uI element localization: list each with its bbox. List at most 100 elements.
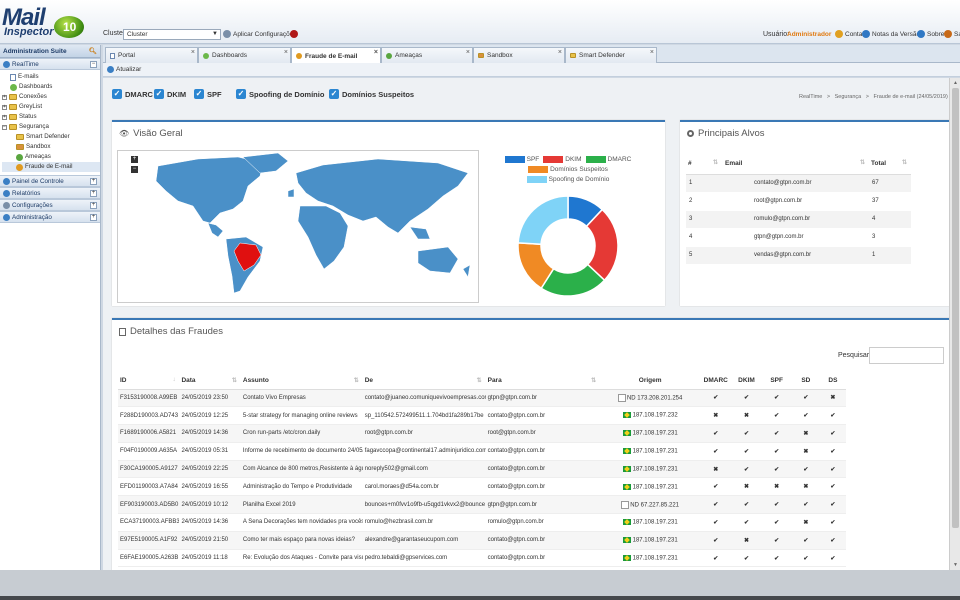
tree-item-conexoes[interactable]: + Conexões bbox=[2, 93, 47, 100]
close-icon[interactable]: × bbox=[373, 49, 378, 56]
col-dkim[interactable]: DKIM bbox=[731, 372, 762, 390]
table-row[interactable]: ECA37190003.AFBB3 24/05/2019 14:36 A Sena … bbox=[118, 513, 846, 532]
sidebar-section-realtime[interactable]: RealTime − bbox=[0, 58, 100, 70]
table-row[interactable]: 2 root@gtpn.com.br 37 bbox=[686, 192, 911, 211]
refresh-button[interactable]: Atualizar bbox=[107, 66, 141, 73]
tree-item-seguranca[interactable]: − Segurança bbox=[2, 123, 49, 130]
total-cell: 67 bbox=[869, 174, 911, 193]
table-row[interactable]: E6FAE190005.A263B 24/05/2019 11:18 Re: Evo… bbox=[118, 549, 846, 568]
col-assunto[interactable]: Assunto ⇅ bbox=[240, 372, 363, 390]
tab-dashboards[interactable]: Dashboards × bbox=[198, 47, 291, 63]
scroll-thumb[interactable] bbox=[952, 88, 959, 528]
filter-dominios-suspeitos[interactable]: ✓ Domínios Suspeitos bbox=[329, 89, 415, 99]
user-name-link[interactable]: Administrador bbox=[787, 31, 832, 38]
filter-spoofing[interactable]: ✓ Spoofing de Domínio bbox=[236, 89, 325, 99]
filter-spf[interactable]: ✓ SPF bbox=[194, 89, 222, 99]
tree-item-greylist[interactable]: + GreyList bbox=[2, 103, 43, 110]
cross-icon: ✖ bbox=[791, 442, 820, 461]
table-row[interactable]: E97E5190005.A1F92 24/05/2019 21:50 Como te… bbox=[118, 531, 846, 550]
col-id[interactable]: ID ↓ bbox=[118, 372, 180, 390]
col-ds[interactable]: DS bbox=[819, 372, 846, 390]
table-row[interactable]: F288D190003.AD743 24/05/2019 12:25 5-star … bbox=[118, 406, 846, 426]
eye-icon: 👁︎ bbox=[119, 129, 130, 138]
col-email[interactable]: Email ⇅ bbox=[722, 154, 869, 175]
top-targets-table: # ⇅ Email ⇅ Total ⇅ 1 contato@gtpn.com.br 67 2… bbox=[686, 154, 911, 265]
sidebar-section-painel[interactable]: Painel de Controle + bbox=[0, 175, 100, 187]
check-icon: ✔ bbox=[731, 513, 762, 532]
tree-item-fraude-email[interactable]: Fraude de E-mail bbox=[2, 162, 100, 172]
table-row[interactable]: F1689190006.A5821 24/05/2019 14:36 Cron ru… bbox=[118, 424, 846, 443]
col-rank[interactable]: # ⇅ bbox=[686, 154, 722, 175]
document-icon bbox=[119, 327, 126, 336]
close-icon[interactable]: × bbox=[283, 49, 288, 56]
close-icon[interactable]: × bbox=[557, 49, 562, 56]
table-row[interactable]: 1 contato@gtpn.com.br 67 bbox=[686, 174, 911, 193]
legend-item[interactable]: DKIM bbox=[543, 156, 582, 163]
table-row[interactable]: F04F0190009.A635A 24/05/2019 05:31 Informe… bbox=[118, 442, 846, 461]
table-row[interactable]: F3153190008.A99EB 24/05/2019 23:50 Contato… bbox=[118, 389, 846, 408]
sidebar-section-configuracoes[interactable]: Configurações + bbox=[0, 199, 100, 211]
close-icon[interactable]: × bbox=[190, 49, 195, 56]
col-para[interactable]: Para ⇅ bbox=[485, 372, 601, 390]
apply-config-button[interactable]: Aplicar Configurações bbox=[223, 30, 297, 38]
legend-item[interactable]: SPF bbox=[504, 156, 539, 163]
col-origem[interactable]: Origem bbox=[600, 372, 701, 390]
world-map[interactable]: + − bbox=[117, 150, 479, 303]
col-total[interactable]: Total ⇅ bbox=[869, 154, 911, 175]
donut-slice-spoofing-de-dom-nio[interactable] bbox=[517, 195, 569, 246]
sidebar-section-relatorios[interactable]: Relatórios + bbox=[0, 187, 100, 199]
sort-icon: ⇅ bbox=[712, 160, 718, 166]
tree-item-status[interactable]: + Status bbox=[2, 113, 37, 120]
col-data[interactable]: Data ⇅ bbox=[179, 372, 241, 390]
table-row[interactable]: 4 gtpn@gtpn.com.br 3 bbox=[686, 228, 911, 247]
tree-item-sandbox[interactable]: Sandbox bbox=[2, 142, 100, 152]
close-icon[interactable]: × bbox=[465, 49, 470, 56]
tree-item-smart-defender[interactable]: Smart Defender bbox=[2, 132, 100, 142]
table-row[interactable]: 5 vendas@gtpn.com.br 1 bbox=[686, 246, 911, 265]
col-de[interactable]: De ⇅ bbox=[362, 372, 486, 390]
tree-item-emails[interactable]: E-mails bbox=[2, 72, 100, 82]
table-row[interactable]: F30CA190005.A9127 24/05/2019 22:25 Com Alc… bbox=[118, 460, 846, 479]
legend-item[interactable]: DMARC bbox=[585, 156, 631, 163]
globe-icon bbox=[203, 52, 209, 59]
total-cell: 3 bbox=[869, 228, 911, 247]
col-spf[interactable]: SPF bbox=[761, 372, 792, 390]
tab-sandbox[interactable]: Sandbox × bbox=[473, 47, 565, 63]
table-row[interactable]: EF903190003.AD5B0 24/05/2019 10:12 Planilh… bbox=[118, 495, 846, 515]
search-icon[interactable]: 🔍︎ bbox=[88, 48, 97, 55]
para-cell: gtpn@gtpn.com.br bbox=[485, 495, 601, 515]
search-input[interactable] bbox=[869, 347, 944, 364]
col-dmarc[interactable]: DMARC bbox=[700, 372, 732, 390]
vertical-scrollbar[interactable]: ▲ ▼ bbox=[949, 78, 960, 570]
cluster-select[interactable]: Cluster ▼ bbox=[123, 29, 221, 40]
de-cell: bounces+m0fvv1o9fb-u5qgd1vkvx2@bounce bbox=[362, 495, 486, 515]
col-sd[interactable]: SD bbox=[791, 372, 820, 390]
tab-ameacas[interactable]: Ameaças × bbox=[381, 47, 473, 63]
stop-icon[interactable] bbox=[290, 30, 298, 38]
filter-dkim[interactable]: ✓ DKIM bbox=[154, 89, 187, 99]
about-link[interactable]: Sobre bbox=[917, 30, 944, 38]
table-row[interactable]: EFD01190003.A7A84 24/05/2019 16:55 Adminis… bbox=[118, 477, 846, 497]
breadcrumb-item[interactable]: Segurança bbox=[834, 94, 862, 100]
sidebar-section-administracao[interactable]: Administração + bbox=[0, 211, 100, 223]
collapse-icon[interactable]: − bbox=[90, 61, 97, 68]
tab-portal[interactable]: Portal × bbox=[105, 47, 198, 63]
legend-item[interactable]: Domínios Suspeitos bbox=[528, 166, 608, 173]
cross-icon: ✖ bbox=[761, 477, 792, 497]
close-icon[interactable]: × bbox=[649, 49, 654, 56]
check-icon: ✔ bbox=[761, 460, 792, 479]
tree-item-ameacas[interactable]: Ameaças bbox=[2, 152, 100, 162]
zoom-out-button[interactable]: − bbox=[131, 166, 138, 173]
tab-smart-defender[interactable]: Smart Defender × bbox=[565, 47, 657, 63]
release-notes-link[interactable]: Notas da Versão bbox=[862, 30, 920, 38]
logout-link[interactable]: Sa bbox=[944, 30, 960, 38]
account-link[interactable]: Conta bbox=[835, 30, 862, 38]
tab-fraude-email[interactable]: Fraude de E-mail × bbox=[291, 47, 381, 64]
filter-dmarc[interactable]: ✓ DMARC bbox=[112, 89, 153, 99]
zoom-in-button[interactable]: + bbox=[131, 156, 138, 163]
breadcrumb-item[interactable]: RealTime bbox=[799, 94, 823, 100]
tree-item-dashboards[interactable]: Dashboards bbox=[2, 82, 100, 92]
table-row[interactable]: 3 romulo@gtpn.com.br 4 bbox=[686, 210, 911, 229]
legend-item[interactable]: Spoofing de Domínio bbox=[526, 176, 609, 183]
bug-icon bbox=[386, 52, 392, 59]
